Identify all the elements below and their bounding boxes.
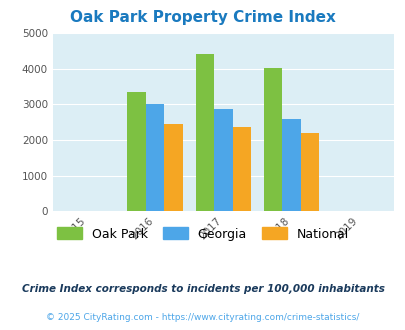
Bar	[281, 119, 300, 211]
Bar	[213, 109, 232, 211]
Bar	[127, 92, 145, 211]
Bar	[300, 133, 318, 211]
Bar	[195, 54, 213, 211]
Text: © 2025 CityRating.com - https://www.cityrating.com/crime-statistics/: © 2025 CityRating.com - https://www.city…	[46, 314, 359, 322]
Bar	[164, 123, 182, 211]
Text: Oak Park Property Crime Index: Oak Park Property Crime Index	[70, 10, 335, 25]
Bar	[145, 104, 164, 211]
Bar	[232, 127, 250, 211]
Bar	[263, 68, 281, 211]
Text: Crime Index corresponds to incidents per 100,000 inhabitants: Crime Index corresponds to incidents per…	[21, 284, 384, 294]
Legend: Oak Park, Georgia, National: Oak Park, Georgia, National	[57, 227, 348, 241]
